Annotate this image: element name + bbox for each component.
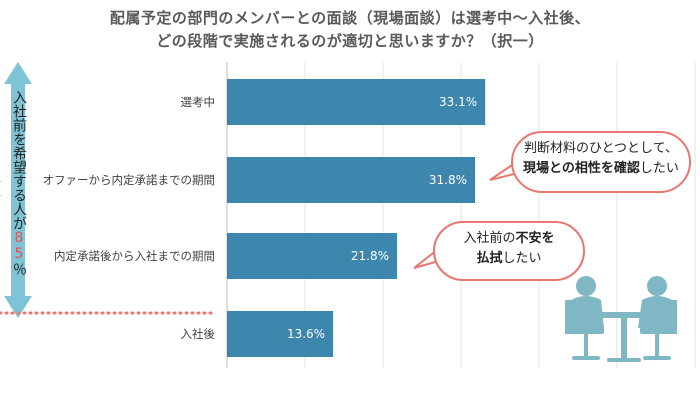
data-label: 13.6%: [287, 327, 325, 341]
category-label: 選考中: [181, 95, 216, 109]
chart-title-line1: 配属予定の部門のメンバーとの面談（現場面談）は選考中～入社後、: [109, 9, 591, 27]
data-label: 33.1%: [439, 95, 477, 109]
bar: [227, 233, 398, 279]
callout-anxiety: 入社前の不安を 払拭したい: [433, 221, 585, 281]
arrow-label: 入社前を希望する人が85％以上: [0, 90, 27, 276]
data-label: 21.8%: [351, 249, 389, 263]
bar: [227, 157, 476, 203]
bar: [227, 79, 486, 125]
chart-title-line2: どの段階で実施されるのが適切と思いますか？（択一）: [156, 32, 544, 50]
bars: [227, 79, 486, 357]
data-label: 31.8%: [429, 173, 467, 187]
category-label: 内定承諾後から入社までの期間: [54, 249, 215, 263]
meeting-people-icon: [565, 276, 677, 362]
category-label: 入社後: [181, 327, 216, 341]
callout-compatibility: 判断材料のひとつとして、 現場との相性を確認したい: [511, 131, 691, 193]
bar: [227, 311, 334, 357]
category-label: オファーから内定承諾までの期間: [43, 173, 216, 187]
double-arrow-icon: [4, 62, 32, 318]
value-labels: 33.1% 31.8% 21.8% 13.6%: [287, 95, 477, 341]
